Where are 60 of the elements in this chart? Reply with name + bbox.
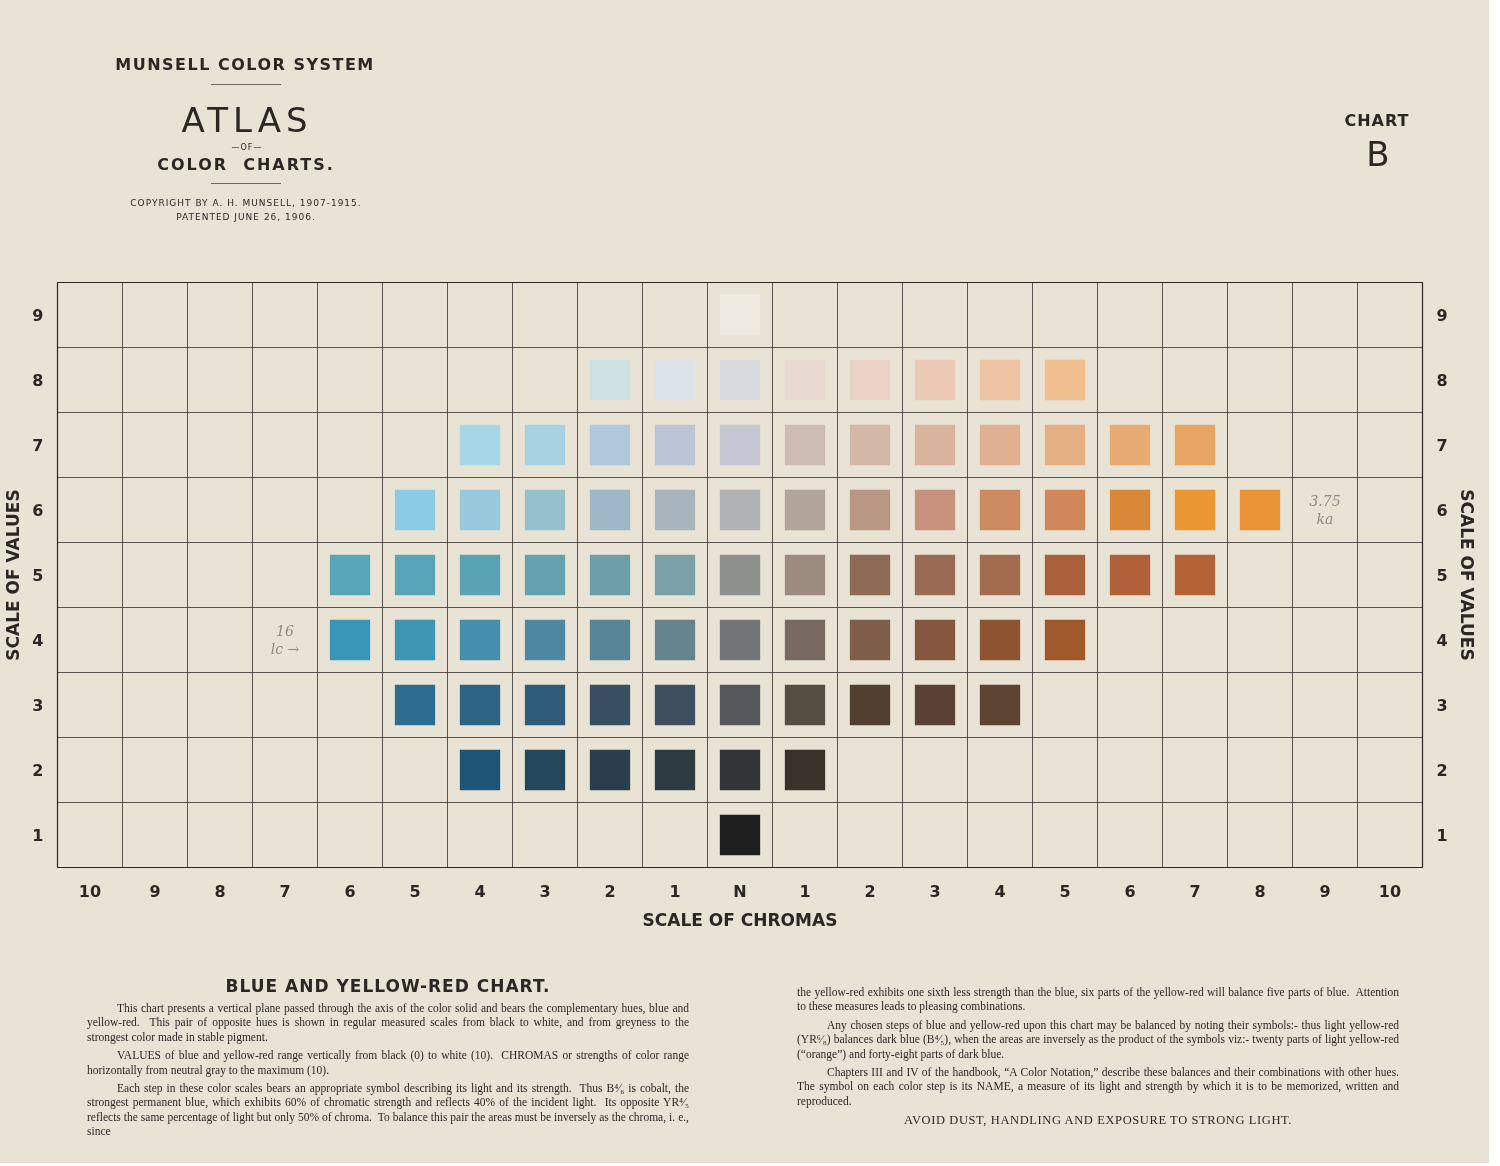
text: Each step in these color scales bears an appropriate symbol describing its light and its strength. Thus B⁴⁄₆ is cobalt, the strongest permanent blue, which exhibits 60% of chromatic strength and reflects 40% of the incident light. Its opposite YR⁴⁄₅ reflects the same percentage of light but only 50% of chroma. To balance this pair the areas must be inversely as the chroma, i. e., since [87, 1081, 689, 1139]
x-tick-label: 1 [799, 881, 811, 901]
text: This chart presents a vertical plane passed through the axis of the color solid and bears the complementary hues, blue and yellow-red. This pair of opposite hues is shown in regular measured scales from black to white, and from greyness to the strongest color made in stable pigment. [87, 1001, 689, 1045]
y-tick-label: 2 [32, 761, 44, 780]
y-tick-label: 1 [32, 826, 44, 845]
x-tick-label: 5 [409, 881, 421, 901]
x-tick-label: 8 [1254, 881, 1266, 901]
text: AVOID DUST, HANDLING AND EXPOSURE TO STRONG LIGHT. [903, 1113, 1293, 1128]
y2-tick-label: 7 [1436, 436, 1448, 455]
x-tick-label: 3 [539, 881, 551, 901]
text: Chapters III and IV of the handbook, “A Color Notation,” describe these balances and their combinations with other hues. The symbol on each color step is its NAME, a measure of its light and strength by which it is to be memorized, written and reproduced. [797, 1065, 1399, 1109]
x-tick-label: 1 [669, 881, 681, 901]
x-tick-label: 7 [279, 881, 291, 901]
annotation: 3.75 ka [1309, 493, 1341, 527]
y2-tick-label: 6 [1436, 501, 1448, 520]
text: MUNSELL COLOR SYSTEM [115, 55, 375, 74]
y-tick-label: 4 [32, 631, 44, 650]
y-axis-title: SCALE OF VALUES [3, 489, 24, 661]
y2-tick-label: 4 [1436, 631, 1448, 650]
x-tick-label: 10 [78, 881, 102, 901]
text: COPYRIGHT BY A. H. MUNSELL, 1907-1915. [130, 198, 362, 208]
x-tick-label: 4 [474, 881, 486, 901]
text: —OF— [231, 143, 263, 152]
y2-tick-label: 5 [1436, 566, 1448, 585]
x-tick-label: 8 [214, 881, 226, 901]
x-tick-label: N [733, 881, 747, 901]
x-tick-label: 9 [1319, 881, 1331, 901]
y-tick-label: 3 [32, 696, 44, 715]
text: CHART [1344, 111, 1410, 130]
annotation: 16 lc → [270, 623, 300, 657]
text: B [1366, 134, 1390, 174]
y-tick-label: 7 [32, 436, 44, 455]
y2-tick-label: 1 [1436, 826, 1448, 845]
text: VALUES of blue and yellow-red range vertically from black (0) to white (10). CHROMAS or strengths of color range horizontally from neutral gray to the maximum (10). [87, 1048, 689, 1078]
text: ATLAS [181, 100, 313, 140]
text: Any chosen steps of blue and yellow-red upon this chart may be balanced by noting their symbols:- thus light yellow-red (YR⁶⁄₈) balances dark blue (B⁴⁄₅), when the areas are inversely as the product of the symbols viz:- twenty parts of light yellow-red (“orange”) and forty-eight parts of dark blue. [797, 1017, 1399, 1062]
y-tick-label: 8 [32, 371, 44, 390]
x-tick-label: 7 [1189, 881, 1201, 901]
y2-tick-label: 3 [1436, 696, 1448, 715]
y2-axis-title: SCALE OF VALUES [1456, 489, 1477, 661]
x-tick-label: 9 [149, 881, 161, 901]
text: BLUE AND YELLOW-RED CHART. [225, 976, 551, 996]
y-tick-label: 5 [32, 566, 44, 585]
text: the yellow-red exhibits one sixth less strength than the blue, six parts of the yellow-red will balance five parts of blue. Attention to these measures leads to pleasing combinations. [797, 985, 1399, 1014]
x-tick-label: 2 [604, 881, 616, 901]
text: PATENTED JUNE 26, 1906. [176, 212, 316, 222]
x-tick-label: 6 [1124, 881, 1136, 901]
x-tick-label: 5 [1059, 881, 1071, 901]
y2-tick-label: 9 [1436, 306, 1448, 325]
x-tick-label: 10 [1378, 881, 1402, 901]
x-tick-label: 3 [929, 881, 941, 901]
x-tick-label: 6 [344, 881, 356, 901]
x-tick-label: 4 [994, 881, 1006, 901]
x-axis-title: SCALE OF CHROMAS [642, 909, 838, 930]
y-tick-label: 9 [32, 306, 44, 325]
y2-tick-label: 8 [1436, 371, 1448, 390]
y2-tick-label: 2 [1436, 761, 1448, 780]
y-tick-label: 6 [32, 501, 44, 520]
text: COLOR CHARTS. [157, 155, 335, 174]
x-tick-label: 2 [864, 881, 876, 901]
